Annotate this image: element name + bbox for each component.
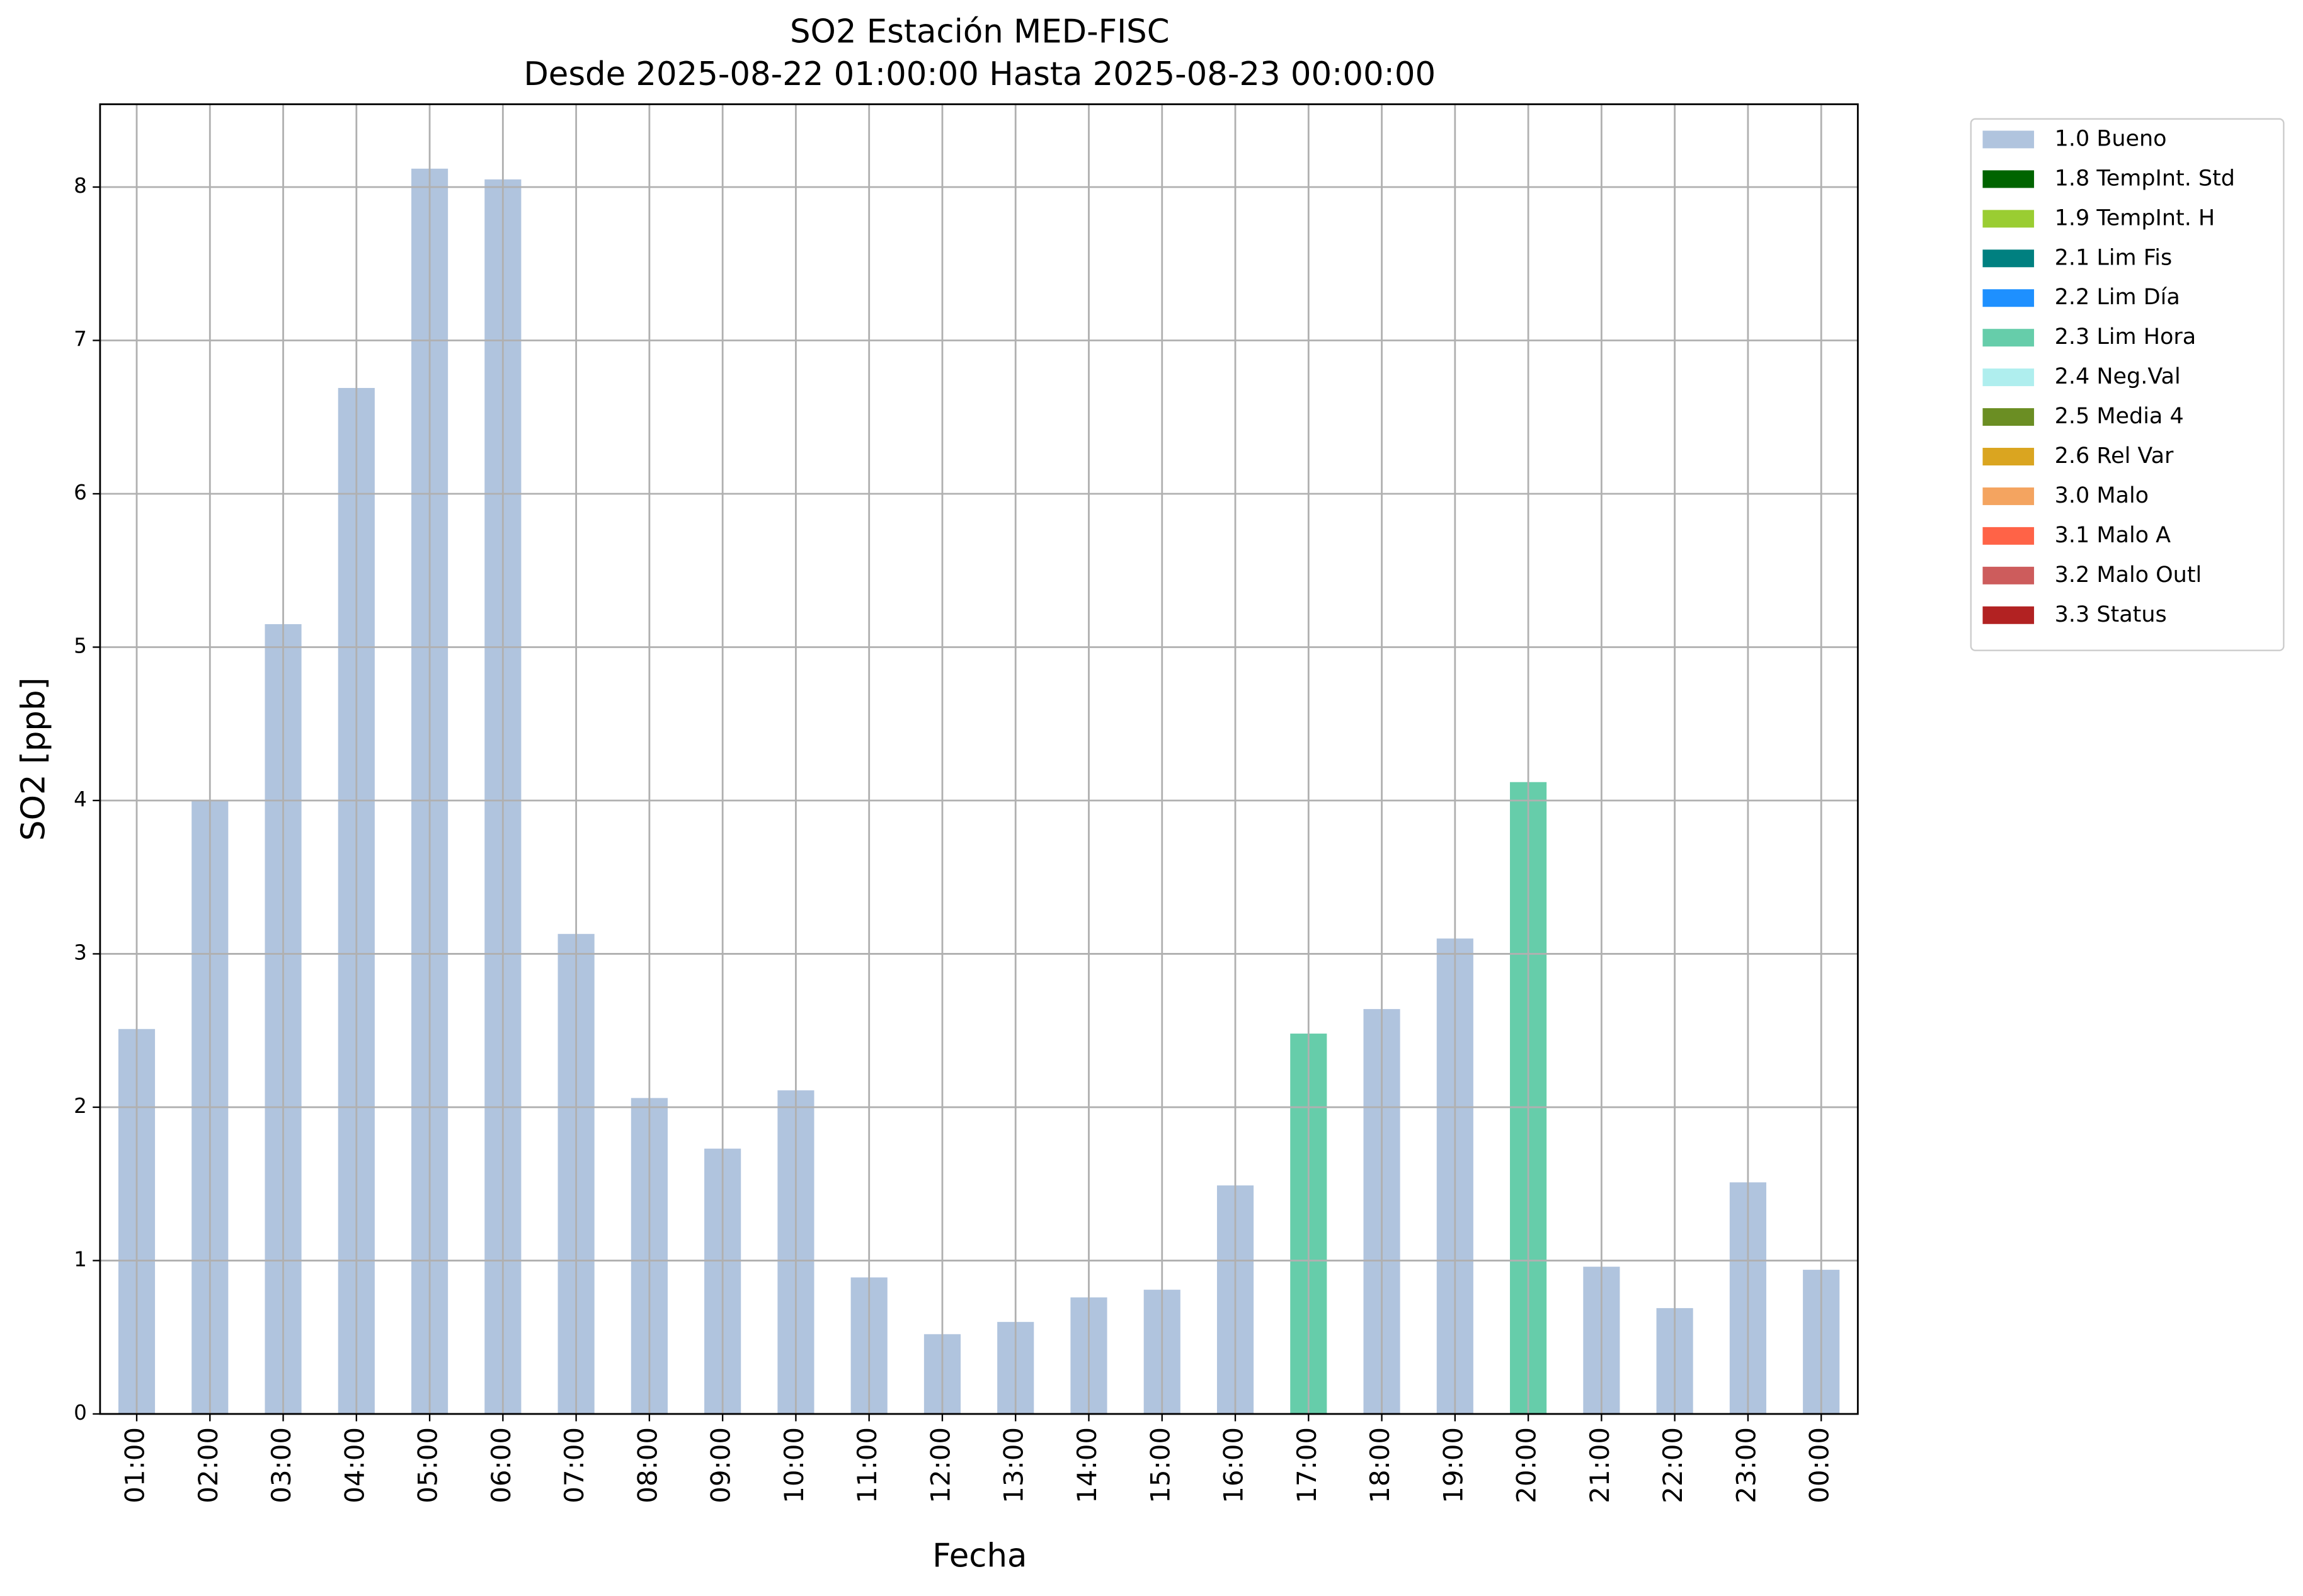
- legend-label: 2.5 Media 4: [2055, 404, 2184, 429]
- x-tick-label: 23:00: [1730, 1427, 1761, 1503]
- legend-swatch: [1982, 527, 2035, 545]
- x-tick-label: 05:00: [413, 1427, 443, 1503]
- x-tick-label: 00:00: [1804, 1427, 1835, 1503]
- legend-label: 3.1 Malo A: [2055, 523, 2171, 548]
- x-axis-label: Fecha: [932, 1537, 1027, 1575]
- x-tick-label: 02:00: [193, 1427, 224, 1503]
- x-tick-label: 20:00: [1511, 1427, 1542, 1503]
- y-axis-label: SO2 [ppb]: [14, 678, 52, 841]
- x-tick-label: 10:00: [779, 1427, 809, 1503]
- x-tick-label: 21:00: [1584, 1427, 1615, 1503]
- legend-swatch: [1982, 130, 2035, 149]
- plot-frame: [99, 103, 1859, 1415]
- y-tick-label: 1: [74, 1247, 87, 1271]
- y-tick-label: 4: [74, 787, 87, 811]
- legend-swatch: [1982, 329, 2035, 347]
- y-tick-label: 0: [74, 1401, 87, 1425]
- y-tick-label: 3: [74, 940, 87, 964]
- legend-box: [1970, 118, 2285, 651]
- legend-label: 1.0 Bueno: [2055, 126, 2167, 151]
- legend-swatch: [1982, 408, 2035, 426]
- x-tick-label: 13:00: [998, 1427, 1029, 1503]
- legend-label: 3.3 Status: [2055, 602, 2167, 627]
- legend-swatch: [1982, 606, 2035, 624]
- x-tick-label: 08:00: [632, 1427, 663, 1503]
- x-tick-label: 03:00: [266, 1427, 297, 1503]
- legend-swatch: [1982, 289, 2035, 307]
- legend-label: 1.9 TempInt. H: [2055, 205, 2215, 231]
- legend-label: 2.3 Lim Hora: [2055, 324, 2196, 350]
- x-tick-label: 06:00: [486, 1427, 517, 1503]
- x-tick-label: 14:00: [1071, 1427, 1102, 1503]
- x-tick-label: 07:00: [559, 1427, 590, 1503]
- legend-label: 3.2 Malo Outl: [2055, 562, 2202, 588]
- x-tick-label: 01:00: [120, 1427, 151, 1503]
- y-tick-label: 7: [74, 327, 87, 351]
- x-tick-label: 18:00: [1364, 1427, 1395, 1503]
- x-tick-label: 04:00: [339, 1427, 370, 1503]
- legend-swatch: [1982, 368, 2035, 387]
- legend-label: 2.4 Neg.Val: [2055, 364, 2181, 389]
- x-tick-label: 12:00: [925, 1427, 956, 1503]
- legend-label: 3.0 Malo: [2055, 483, 2149, 508]
- x-tick-label: 15:00: [1145, 1427, 1175, 1503]
- x-tick-label: 16:00: [1218, 1427, 1249, 1503]
- x-tick-label: 09:00: [706, 1427, 736, 1503]
- legend-swatch: [1982, 566, 2035, 584]
- chart-subtitle: Desde 2025-08-22 01:00:00 Hasta 2025-08-…: [523, 55, 1436, 93]
- x-tick-label: 22:00: [1657, 1427, 1688, 1503]
- y-tick-label: 6: [74, 481, 87, 504]
- legend-label: 1.8 TempInt. Std: [2055, 166, 2235, 191]
- legend-swatch: [1982, 249, 2035, 268]
- x-tick-label: 19:00: [1437, 1427, 1468, 1503]
- legend-swatch: [1982, 210, 2035, 228]
- legend-label: 2.6 Rel Var: [2055, 443, 2174, 469]
- y-tick-label: 2: [74, 1094, 87, 1118]
- x-tick-label: 17:00: [1291, 1427, 1322, 1503]
- legend-swatch: [1982, 170, 2035, 188]
- legend-swatch: [1982, 448, 2035, 465]
- legend-swatch: [1982, 487, 2035, 505]
- x-tick-label: 11:00: [852, 1427, 883, 1503]
- legend-label: 2.1 Lim Fis: [2055, 245, 2173, 270]
- y-tick-label: 5: [74, 634, 87, 658]
- y-tick-label: 8: [74, 174, 87, 198]
- legend-label: 2.2 Lim Día: [2055, 285, 2180, 310]
- chart-title: SO2 Estación MED-FISC: [790, 13, 1170, 51]
